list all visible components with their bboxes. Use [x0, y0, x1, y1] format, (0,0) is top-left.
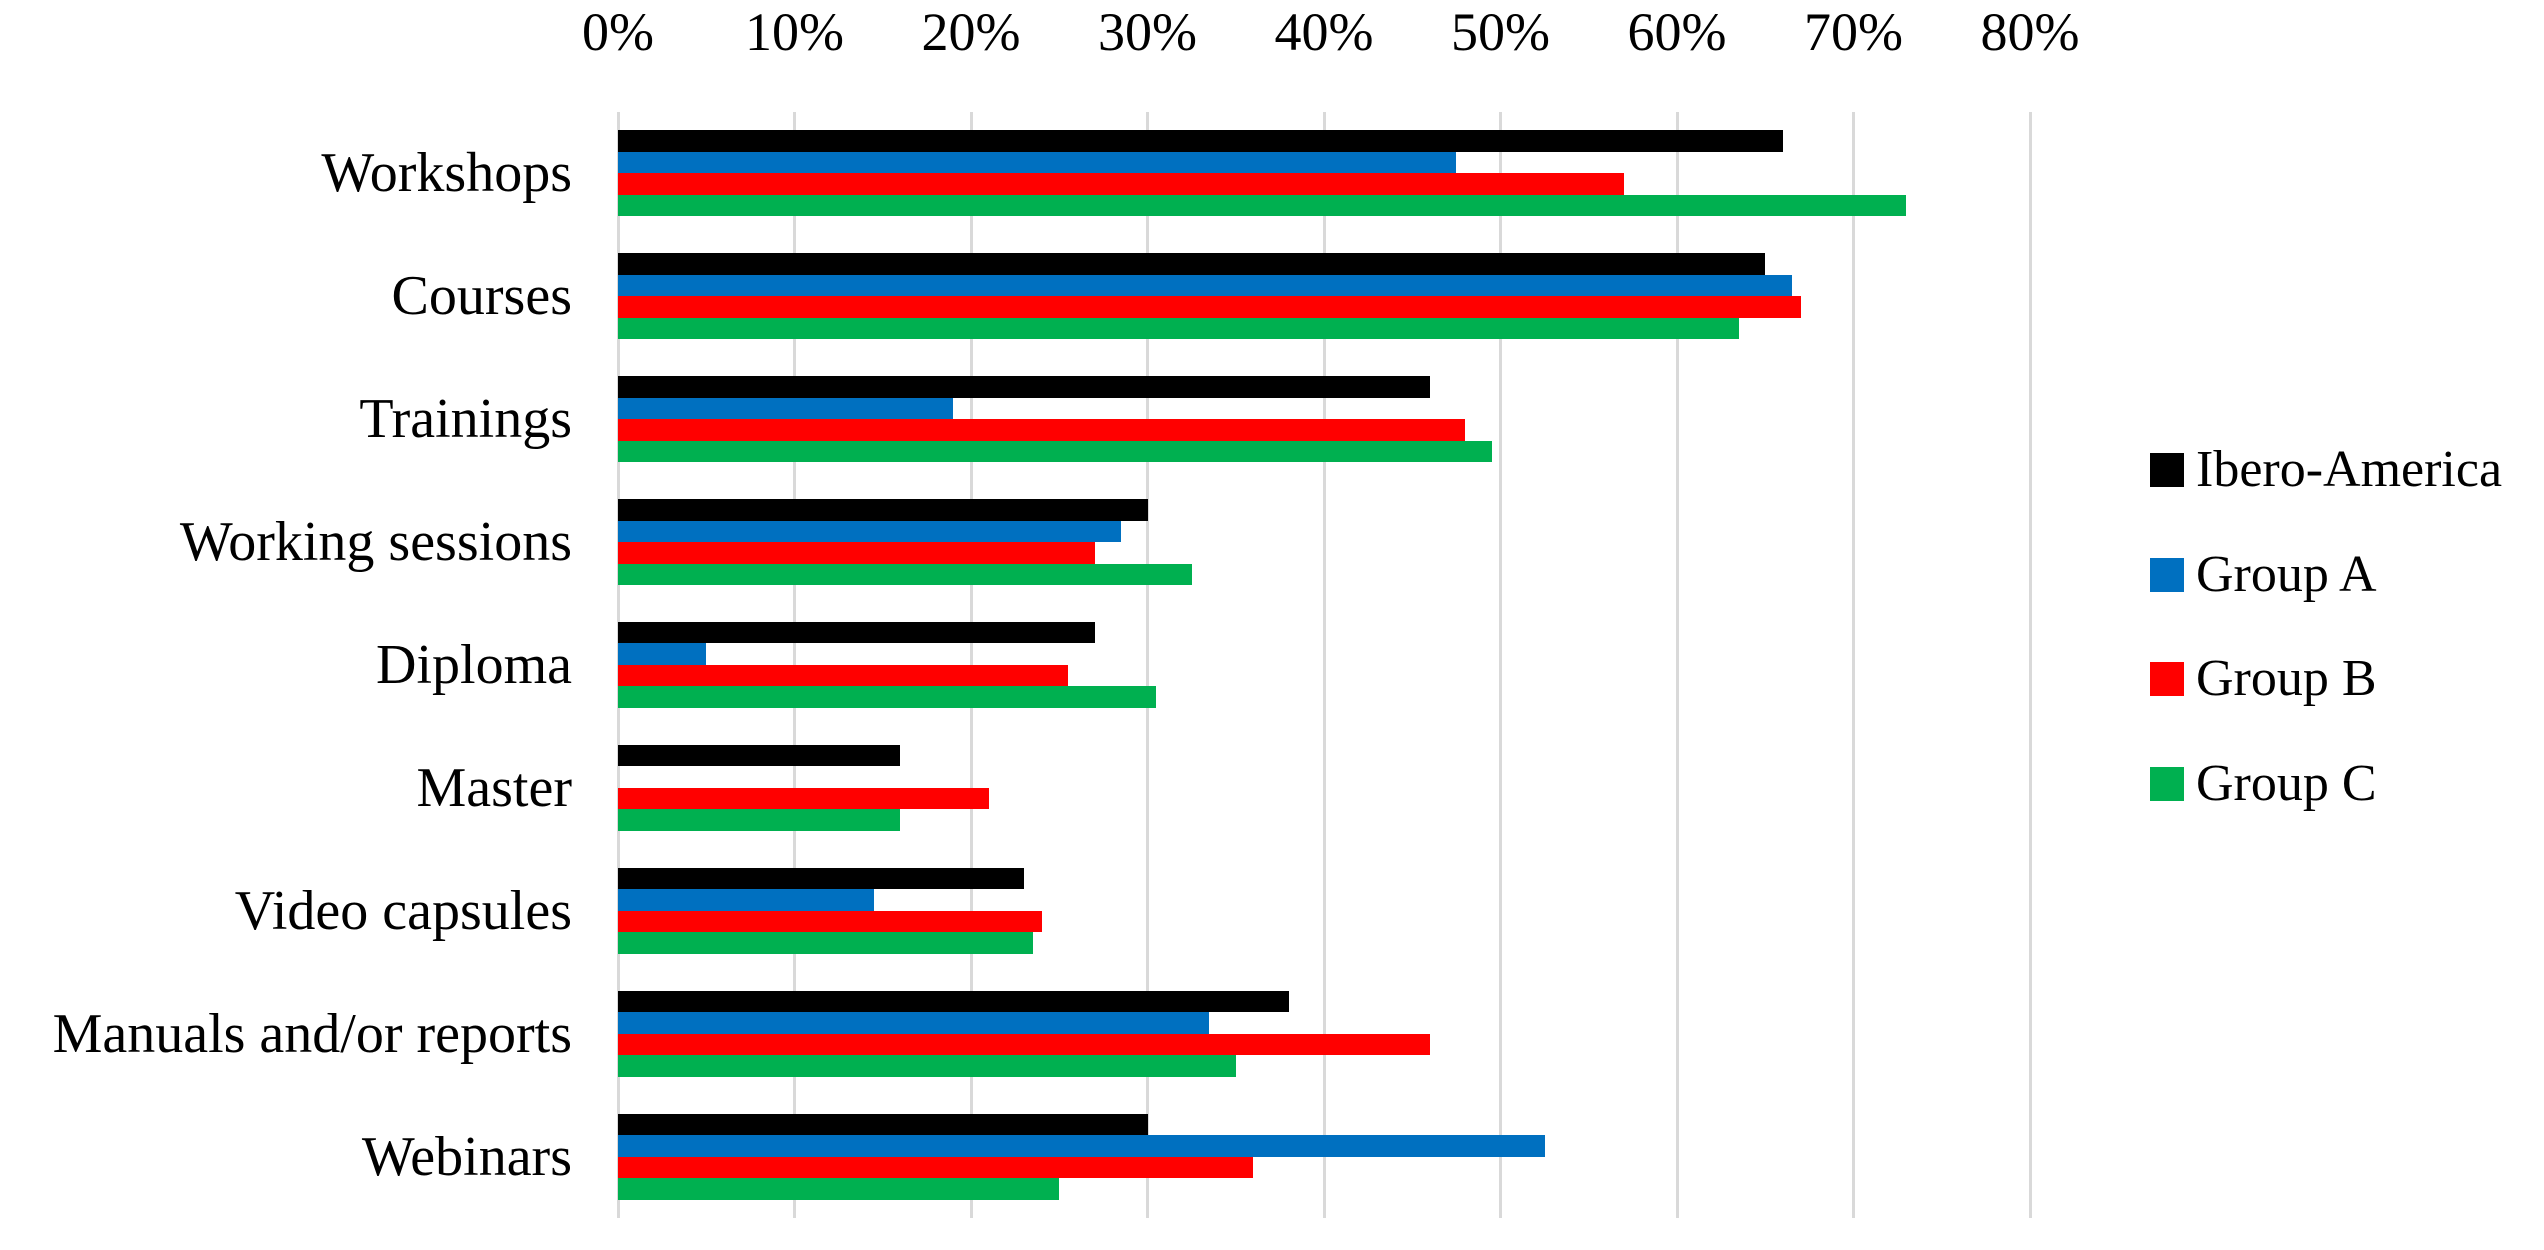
bar-trainings-group-c — [618, 440, 1492, 463]
legend-swatch-group-a — [2150, 557, 2184, 592]
x-axis-tick-label: 70% — [1804, 2, 1903, 62]
category-label-workshops: Workshops — [321, 142, 572, 205]
bar-group-master — [618, 726, 2030, 849]
bar-manuals-and-or-reports-ibero-america — [618, 990, 1289, 1013]
bar-diploma-ibero-america — [618, 621, 1095, 644]
bar-video-capsules-ibero-america — [618, 867, 1024, 890]
legend-swatch-ibero-america — [2150, 453, 2184, 487]
bar-diploma-group-b — [618, 664, 1069, 687]
bar-workshops-group-a — [618, 151, 1457, 174]
x-axis-tick-label: 0% — [582, 2, 654, 62]
bar-working-sessions-group-a — [618, 520, 1122, 543]
x-axis-tick-label: 60% — [1627, 2, 1727, 62]
bar-group-manuals-and-or-reports — [618, 972, 2030, 1095]
bar-manuals-and-or-reports-group-a — [618, 1012, 1210, 1034]
gridline-40% — [1322, 112, 1326, 1218]
bar-courses-group-c — [618, 317, 1739, 340]
bar-diploma-group-c — [618, 686, 1157, 708]
legend-label-group-b: Group B — [2196, 650, 2377, 707]
category-label-manuals-and-or-reports: Manuals and/or reports — [52, 1002, 572, 1065]
bar-workshops-ibero-america — [618, 130, 1783, 152]
x-axis-tick-label: 40% — [1274, 2, 1374, 62]
bar-working-sessions-ibero-america — [618, 499, 1148, 521]
category-label-courses: Courses — [391, 265, 572, 328]
x-axis-top: 0% 10% 20% 30% 40% 50% 60% 70% 80% — [0, 0, 2544, 80]
bar-manuals-and-or-reports-group-c — [618, 1055, 1236, 1077]
bar-group-courses — [618, 235, 2030, 358]
bar-group-video-capsules — [618, 849, 2030, 972]
bar-group-working-sessions — [618, 481, 2030, 604]
bar-webinars-group-a — [618, 1135, 1545, 1157]
legend-item-group-a: Group A — [2150, 540, 2377, 610]
bar-group-diploma — [618, 604, 2030, 727]
legend-label-ibero-america: Ibero-America — [2196, 441, 2503, 498]
bar-trainings-ibero-america — [618, 376, 1430, 398]
bar-workshops-group-c — [618, 194, 1907, 217]
gridline-80% — [2028, 112, 2032, 1218]
bar-webinars-group-b — [618, 1156, 1254, 1179]
bar-workshops-group-b — [618, 173, 1625, 195]
bar-video-capsules-group-a — [618, 889, 874, 911]
category-label-video-capsules: Video capsules — [234, 879, 572, 942]
legend-label-group-c: Group C — [2196, 754, 2377, 812]
x-axis-tick-label: 50% — [1451, 2, 1550, 62]
x-axis-tick-label: 30% — [1098, 2, 1197, 62]
bar-master-ibero-america — [618, 744, 901, 767]
legend-item-ibero-america: Ibero-America — [2150, 435, 2502, 505]
bar-courses-group-b — [618, 296, 1801, 318]
bar-group-trainings — [618, 358, 2030, 481]
gridline-70% — [1852, 112, 1855, 1218]
legend-item-group-b: Group B — [2150, 644, 2377, 714]
legend-label-group-a: Group A — [2196, 545, 2377, 603]
bar-group-workshops — [618, 112, 2030, 235]
gridline-50% — [1499, 112, 1502, 1218]
gridline-60% — [1675, 112, 1679, 1218]
legend-swatch-group-c — [2150, 766, 2184, 801]
bar-video-capsules-group-b — [618, 910, 1042, 933]
bar-courses-ibero-america — [618, 253, 1766, 275]
x-axis-tick-label: 10% — [745, 2, 844, 62]
bar-diploma-group-a — [618, 643, 707, 665]
category-label-trainings: Trainings — [359, 388, 572, 451]
bar-working-sessions-group-c — [618, 563, 1192, 586]
x-axis-tick-label: 20% — [921, 2, 1021, 62]
x-axis-tick-label: 80% — [1980, 2, 2080, 62]
bar-webinars-group-c — [618, 1178, 1060, 1200]
legend-item-group-c: Group C — [2150, 749, 2377, 819]
category-label-working-sessions: Working sessions — [179, 511, 572, 574]
category-label-master: Master — [416, 756, 572, 819]
bar-group-webinars — [618, 1095, 2030, 1218]
bar-trainings-group-b — [618, 419, 1466, 441]
bar-trainings-group-a — [618, 397, 954, 420]
bar-courses-group-a — [618, 274, 1792, 297]
bar-manuals-and-or-reports-group-b — [618, 1033, 1430, 1056]
gridline-30% — [1146, 112, 1149, 1218]
bar-master-group-b — [618, 787, 989, 810]
category-label-webinars: Webinars — [361, 1125, 572, 1188]
bar-video-capsules-group-c — [618, 932, 1033, 954]
bar-webinars-ibero-america — [618, 1113, 1148, 1136]
plot-area — [616, 112, 2032, 1218]
bar-master-group-c — [618, 809, 901, 831]
legend-swatch-group-b — [2150, 662, 2184, 696]
bar-working-sessions-group-b — [618, 542, 1095, 564]
category-label-diploma: Diploma — [376, 634, 572, 696]
